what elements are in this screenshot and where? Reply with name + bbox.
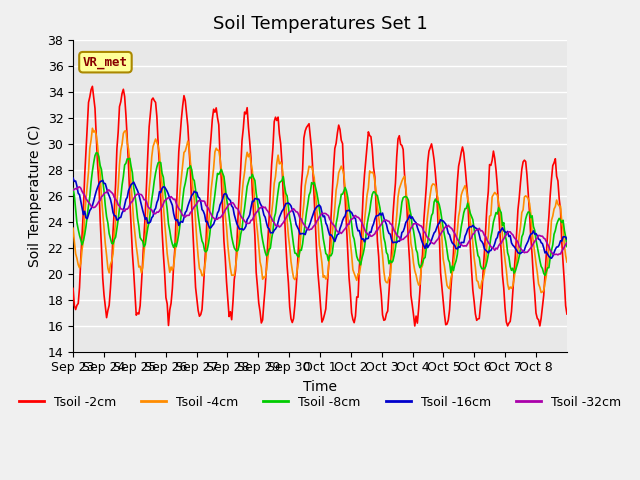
Text: VR_met: VR_met [83,56,128,69]
Legend: Tsoil -2cm, Tsoil -4cm, Tsoil -8cm, Tsoil -16cm, Tsoil -32cm: Tsoil -2cm, Tsoil -4cm, Tsoil -8cm, Tsoi… [14,391,626,414]
Y-axis label: Soil Temperature (C): Soil Temperature (C) [28,125,42,267]
Title: Soil Temperatures Set 1: Soil Temperatures Set 1 [212,15,428,33]
X-axis label: Time: Time [303,380,337,394]
